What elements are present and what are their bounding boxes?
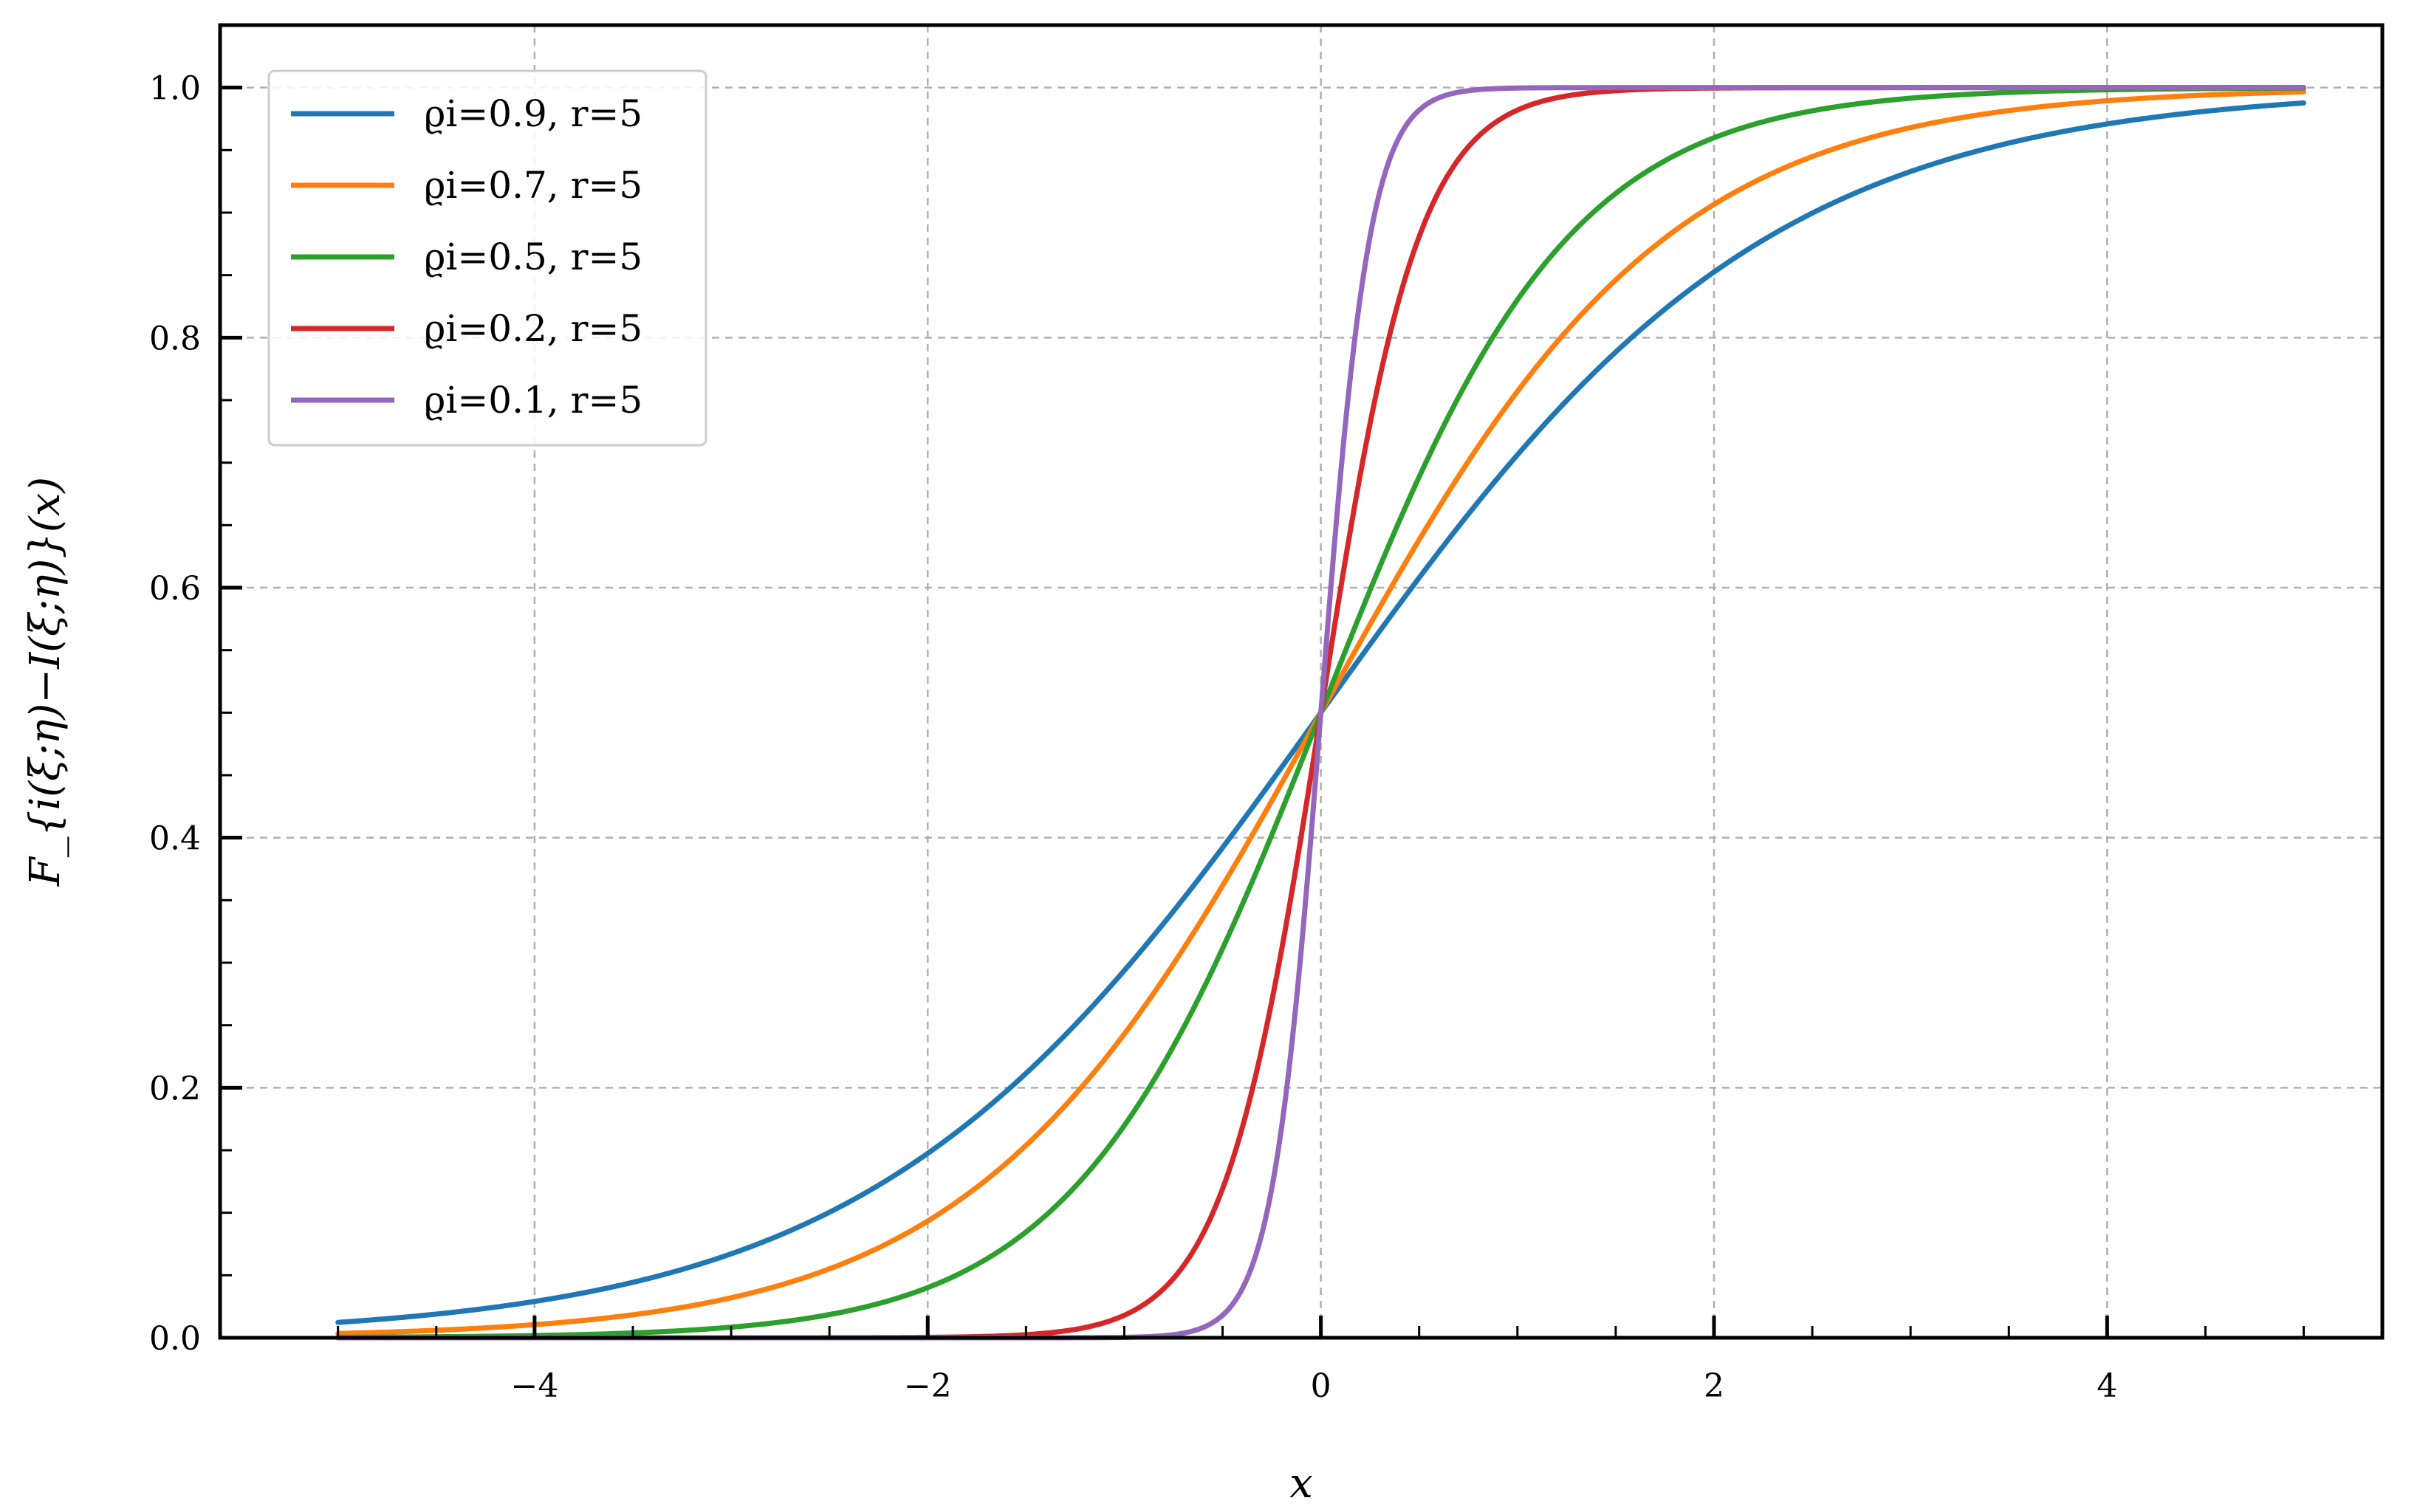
- x-tick-label: −4: [510, 1367, 558, 1405]
- legend-box: [267, 69, 707, 447]
- tick-labels: −4 −2 0 2 4 0.0 0.2 0.4 0.6 0.8 1.0: [149, 70, 2117, 1405]
- y-tick-label: 1.0: [149, 70, 201, 108]
- y-tick-label: 0.0: [149, 1320, 201, 1358]
- legend-label: ϱi=0.7, r=5: [424, 164, 642, 207]
- x-tick-label: 4: [2097, 1367, 2117, 1405]
- y-tick-label: 0.2: [149, 1070, 201, 1107]
- legend-label: ϱi=0.5, r=5: [424, 236, 642, 278]
- legend: ϱi=0.9, r=5 ϱi=0.7, r=5 ϱi=0.5, r=5 ϱi=0.2,…: [267, 69, 707, 447]
- legend-label: ϱi=0.1, r=5: [424, 379, 642, 422]
- y-tick-label: 0.8: [149, 320, 201, 357]
- y-tick-label: 0.4: [149, 820, 201, 858]
- plot-frame: [218, 23, 2385, 1340]
- x-tick-label: 0: [1311, 1367, 1331, 1405]
- x-tick-label: 2: [1704, 1367, 1724, 1405]
- legend-label: ϱi=0.9, r=5: [424, 92, 642, 135]
- axis-ticks: [220, 86, 2306, 1340]
- x-axis-title: x: [1289, 1460, 1313, 1508]
- x-tick-label: −2: [904, 1367, 952, 1405]
- y-axis-title: F_{i(ξ;η)−I(ξ;η)}(x): [21, 477, 69, 887]
- legend-label: ϱi=0.2, r=5: [424, 307, 642, 350]
- y-tick-label: 0.6: [149, 570, 201, 608]
